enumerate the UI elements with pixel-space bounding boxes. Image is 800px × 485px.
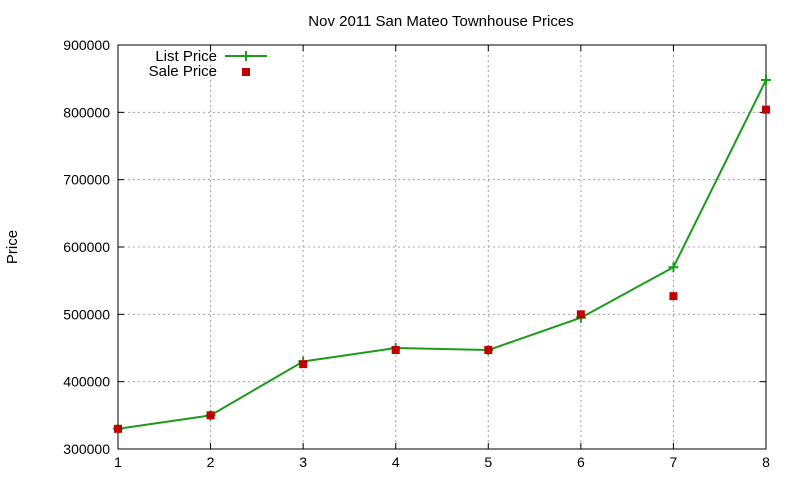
x-tick-label: 3 xyxy=(299,454,307,470)
y-tick-label: 900000 xyxy=(63,37,110,53)
sale-price-point xyxy=(391,346,400,355)
y-tick-label: 800000 xyxy=(63,104,110,120)
y-tick-label: 600000 xyxy=(63,239,110,255)
x-tick-label: 6 xyxy=(577,454,585,470)
sale-price-point xyxy=(762,105,770,114)
sale-price-point xyxy=(114,424,122,433)
y-tick-label: 300000 xyxy=(63,441,110,457)
axis-ticks: 300000 400000 500000 600000 700000 800000 9000… xyxy=(63,37,770,470)
grid xyxy=(118,45,766,449)
legend-square-marker xyxy=(242,68,250,76)
list-price-point xyxy=(668,262,679,273)
x-tick-label: 8 xyxy=(762,454,770,470)
sale-price-point xyxy=(484,346,493,355)
y-tick-label: 700000 xyxy=(63,172,110,188)
sale-price-point xyxy=(206,411,215,420)
x-tick-label: 7 xyxy=(670,454,678,470)
y-tick-label: 400000 xyxy=(63,374,110,390)
sale-price-point xyxy=(299,360,308,369)
list-price-point xyxy=(761,75,771,86)
list-price-line xyxy=(117,79,767,430)
legend-label: List Price xyxy=(155,48,217,65)
legend-label: Sale Price xyxy=(149,63,217,80)
sale-price-point xyxy=(669,292,678,301)
x-tick-label: 2 xyxy=(207,454,215,470)
chart-title: Nov 2011 San Mateo Townhouse Prices xyxy=(308,13,573,30)
legend-plus-marker xyxy=(241,51,251,61)
series xyxy=(113,75,771,434)
x-tick-label: 5 xyxy=(484,454,492,470)
x-tick-label: 1 xyxy=(114,454,122,470)
y-tick-label: 500000 xyxy=(63,306,110,322)
y-axis-label: Price xyxy=(4,230,21,264)
x-tick-label: 4 xyxy=(392,454,400,470)
sale-price-point xyxy=(576,310,585,319)
